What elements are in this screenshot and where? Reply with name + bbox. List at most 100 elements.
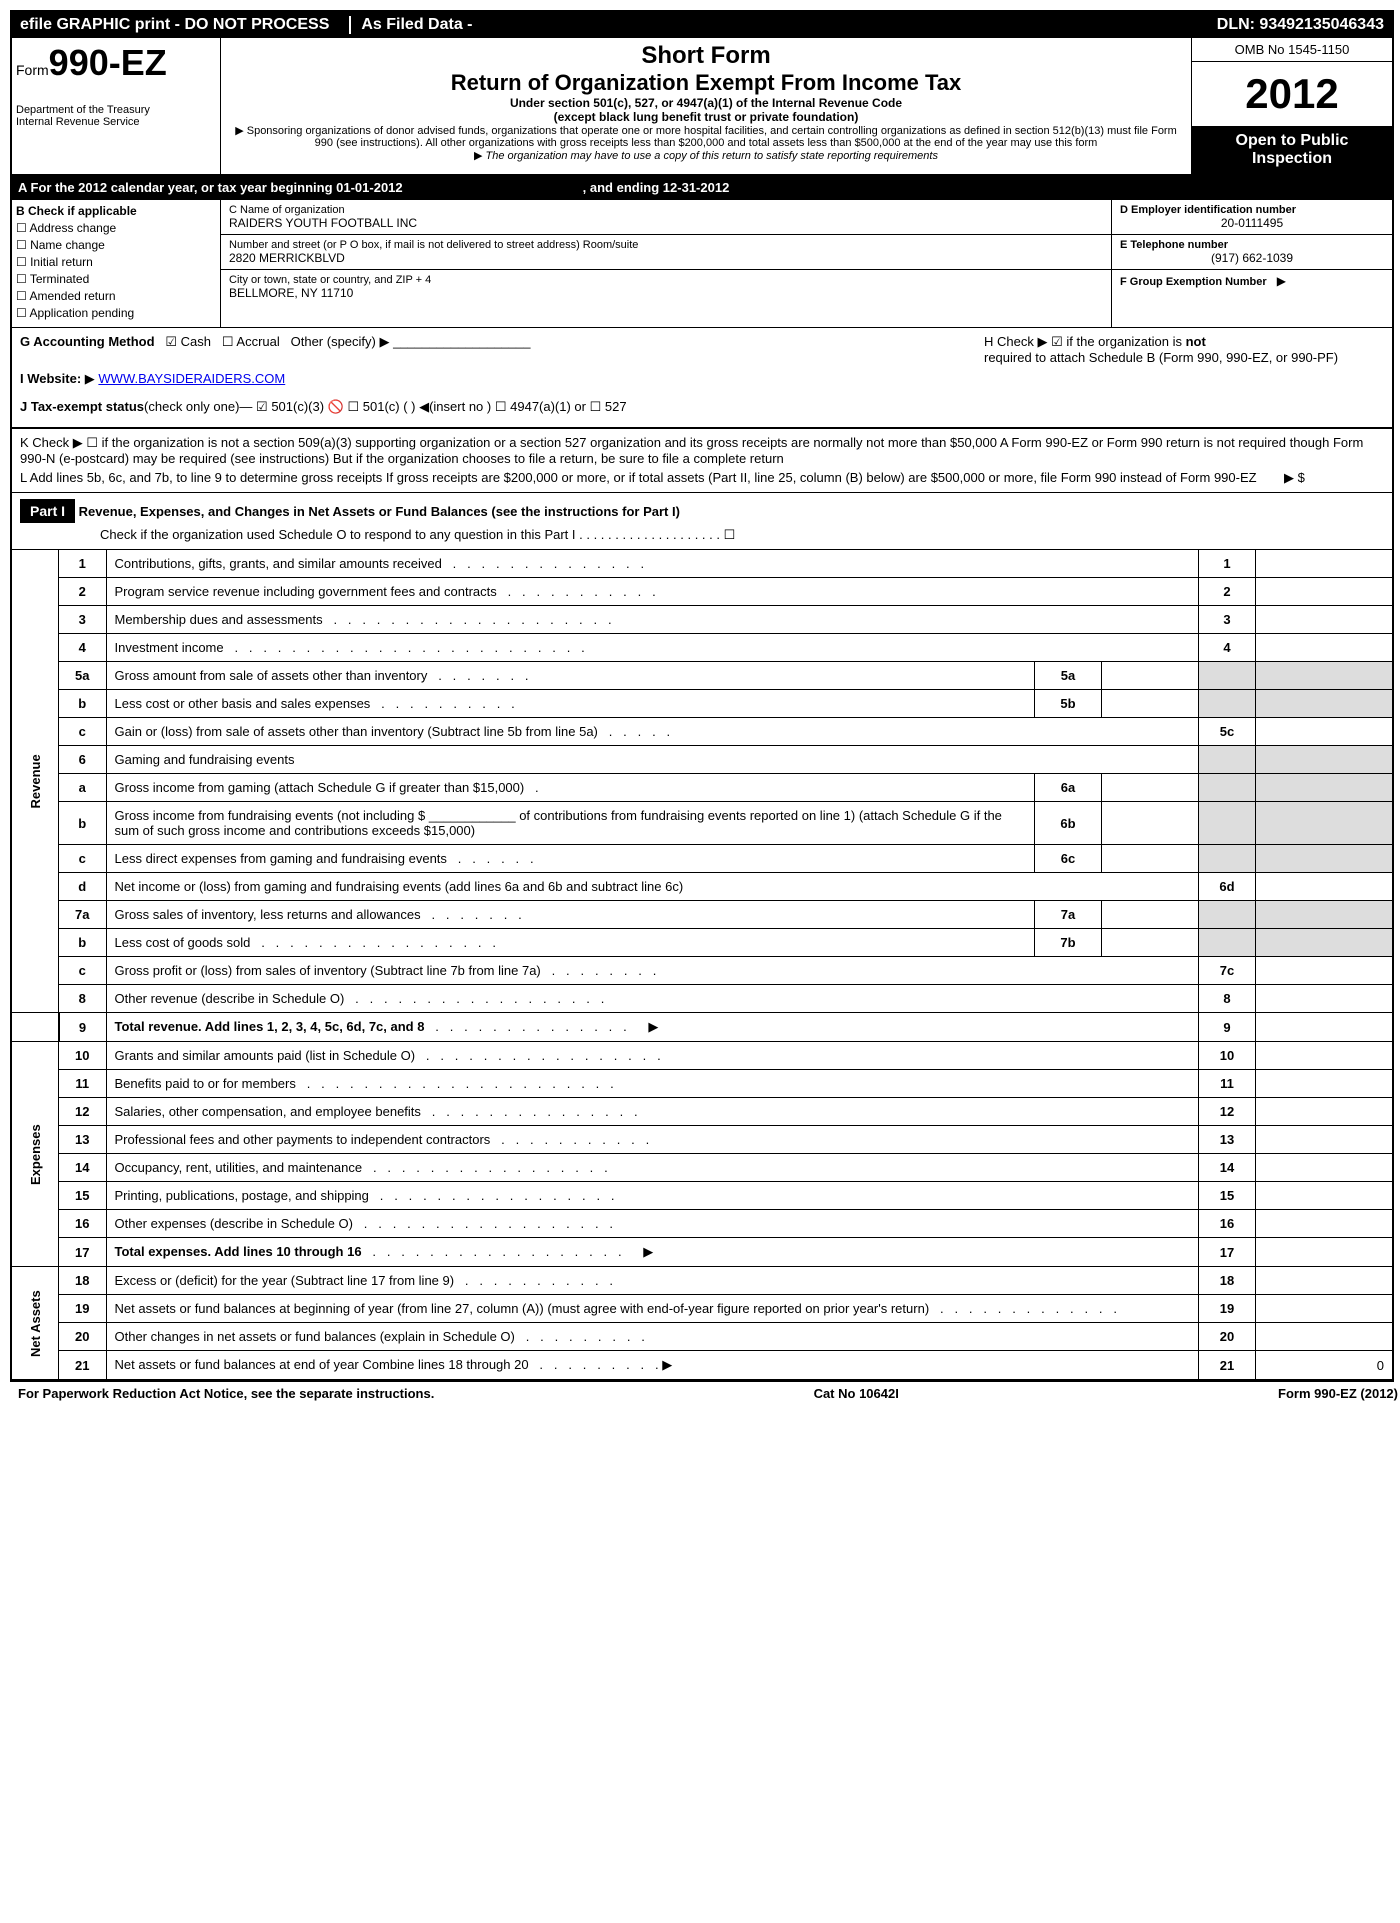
line-6: Gaming and fundraising events (115, 752, 295, 767)
m6b: 6b (1035, 802, 1102, 845)
r16: 16 (1199, 1210, 1256, 1238)
l-arrow: ▶ $ (1284, 470, 1384, 486)
r14: 14 (1199, 1154, 1256, 1182)
j-501c[interactable]: 501(c) ( ) (363, 399, 416, 414)
line-19: Net assets or fund balances at beginning… (115, 1301, 930, 1316)
j-501c3[interactable]: 501(c)(3) (271, 399, 324, 414)
line-4-num: 4 (59, 634, 107, 662)
ein-label: D Employer identification number (1120, 204, 1384, 216)
r3: 3 (1199, 606, 1256, 634)
v16 (1256, 1210, 1393, 1238)
line-7c-num: c (59, 957, 107, 985)
v14 (1256, 1154, 1393, 1182)
short-form-title: Short Form (229, 42, 1183, 70)
as-filed: As Filed Data - (349, 16, 472, 34)
cb-terminated[interactable]: ☐ Terminated (16, 272, 216, 286)
line-2-num: 2 (59, 578, 107, 606)
r8: 8 (1199, 985, 1256, 1013)
v12 (1256, 1098, 1393, 1126)
v7c (1256, 957, 1393, 985)
org-city: BELLMORE, NY 11710 (229, 286, 1103, 300)
website-link[interactable]: WWW.BAYSIDERAIDERS.COM (98, 371, 285, 386)
i-label: I Website: (20, 371, 81, 386)
line-21: Net assets or fund balances at end of ye… (115, 1357, 529, 1372)
return-title: Return of Organization Exempt From Incom… (229, 70, 1183, 96)
top-bar: efile GRAPHIC print - DO NOT PROCESS As … (12, 12, 1392, 38)
cb-name[interactable]: ☐ Name change (16, 238, 216, 252)
ein: 20-0111495 (1120, 216, 1384, 230)
mv5b (1102, 690, 1199, 718)
v20 (1256, 1323, 1393, 1351)
ein-row: D Employer identification number 20-0111… (1112, 200, 1392, 235)
cb-amended[interactable]: ☐ Amended return (16, 289, 216, 303)
cb-pending[interactable]: ☐ Application pending (16, 306, 216, 320)
line-17: Total expenses. Add lines 10 through 16 (115, 1244, 362, 1259)
r4: 4 (1199, 634, 1256, 662)
line-20-num: 20 (59, 1323, 107, 1351)
k-section: K Check ▶ ☐ if the organization is not a… (12, 429, 1392, 493)
line-17-num: 17 (59, 1238, 107, 1267)
v6d (1256, 873, 1393, 901)
v5a (1256, 662, 1393, 690)
cb-initial[interactable]: ☐ Initial return (16, 255, 216, 269)
r20: 20 (1199, 1323, 1256, 1351)
line-10: Grants and similar amounts paid (list in… (115, 1048, 416, 1063)
v21: 0 (1256, 1351, 1393, 1380)
form-prefix: Form (16, 62, 49, 78)
side-revenue: Revenue (12, 550, 59, 1013)
line-6-num: 6 (59, 746, 107, 774)
line-5a-num: 5a (59, 662, 107, 690)
open-public-1: Open to Public (1198, 132, 1386, 150)
r10: 10 (1199, 1042, 1256, 1070)
r7a (1199, 901, 1256, 929)
r7c: 7c (1199, 957, 1256, 985)
omb-number: OMB No 1545-1150 (1192, 38, 1392, 62)
line-14-num: 14 (59, 1154, 107, 1182)
part1-label: Part I (20, 499, 75, 523)
r1: 1 (1199, 550, 1256, 578)
line-7b-num: b (59, 929, 107, 957)
j-4947[interactable]: 4947(a)(1) or (510, 399, 586, 414)
line-1-num: 1 (59, 550, 107, 578)
line-5b-num: b (59, 690, 107, 718)
line-6c: Less direct expenses from gaming and fun… (115, 851, 447, 866)
l-text: L Add lines 5b, 6c, and 7b, to line 9 to… (20, 470, 1284, 486)
line-13: Professional fees and other payments to … (115, 1132, 491, 1147)
r13: 13 (1199, 1126, 1256, 1154)
line-5c: Gain or (loss) from sale of assets other… (115, 724, 598, 739)
footer-left: For Paperwork Reduction Act Notice, see … (18, 1386, 434, 1401)
j-527[interactable]: 527 (605, 399, 627, 414)
line-6d-num: d (59, 873, 107, 901)
line-12-num: 12 (59, 1098, 107, 1126)
v1 (1256, 550, 1393, 578)
line-7c: Gross profit or (loss) from sales of inv… (115, 963, 541, 978)
cb-name-label: Name change (30, 238, 105, 252)
phone: (917) 662-1039 (1120, 251, 1384, 265)
g-cash[interactable]: Cash (181, 334, 211, 349)
m5a: 5a (1035, 662, 1102, 690)
g-other[interactable]: Other (specify) (291, 334, 376, 349)
cb-address[interactable]: ☐ Address change (16, 221, 216, 235)
line-5a: Gross amount from sale of assets other t… (115, 668, 428, 683)
r5c: 5c (1199, 718, 1256, 746)
line-6b: Gross income from fundraising events (no… (115, 808, 1002, 838)
v6a (1256, 774, 1393, 802)
mv7a (1102, 901, 1199, 929)
section-a-text2: , and ending 12-31-2012 (583, 180, 730, 195)
line-18: Excess or (deficit) for the year (Subtra… (115, 1273, 455, 1288)
org-name: RAIDERS YOUTH FOOTBALL INC (229, 216, 1103, 230)
line-15-num: 15 (59, 1182, 107, 1210)
v19 (1256, 1295, 1393, 1323)
col-d: D Employer identification number 20-0111… (1112, 200, 1392, 327)
line-6a: Gross income from gaming (attach Schedul… (115, 780, 525, 795)
header-center: Short Form Return of Organization Exempt… (221, 38, 1191, 174)
g-accrual[interactable]: Accrual (236, 334, 279, 349)
line-7a: Gross sales of inventory, less returns a… (115, 907, 421, 922)
org-city-row: City or town, state or country, and ZIP … (221, 270, 1111, 304)
footer-right: Form 990-EZ (2012) (1278, 1386, 1398, 1401)
r18: 18 (1199, 1267, 1256, 1295)
section-a-text1: A For the 2012 calendar year, or tax yea… (18, 180, 403, 195)
org-addr-label: Number and street (or P O box, if mail i… (229, 239, 1103, 251)
cb-address-label: Address change (29, 221, 116, 235)
phone-row: E Telephone number (917) 662-1039 (1112, 235, 1392, 270)
